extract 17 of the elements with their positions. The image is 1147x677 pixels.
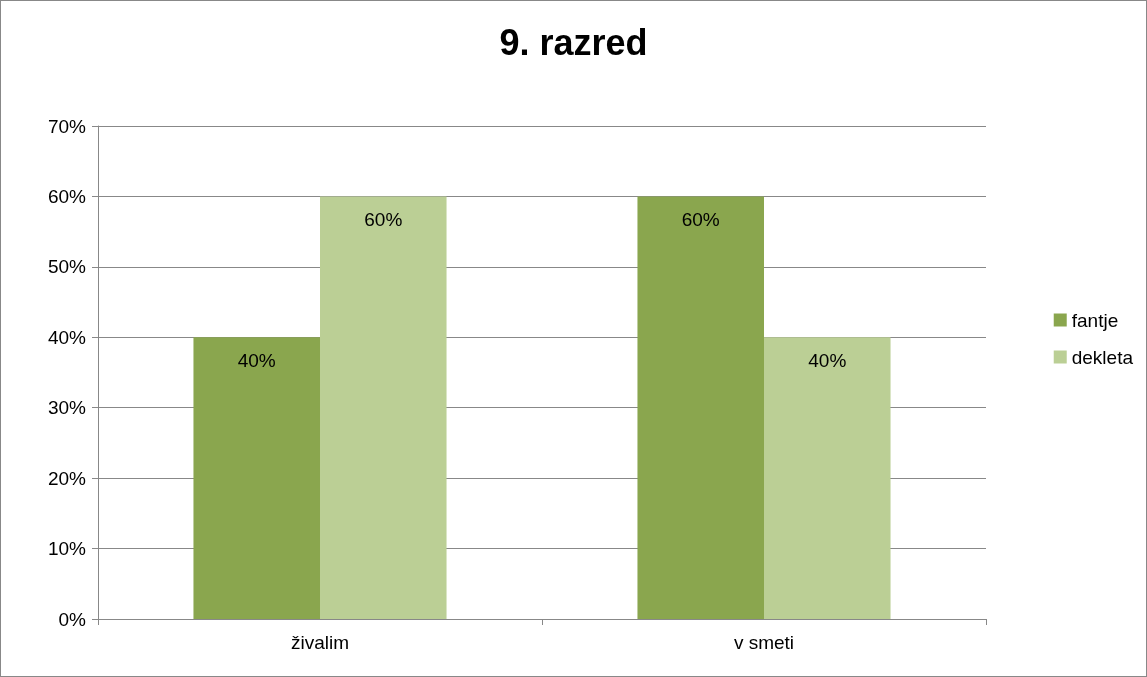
- y-tick-label: 70%: [47, 115, 87, 137]
- legend-label: dekleta: [1071, 346, 1134, 368]
- x-tick-label: živalim: [290, 632, 350, 653]
- y-tick-label: 10%: [47, 538, 87, 560]
- y-tick-label: 50%: [47, 256, 87, 278]
- data-label: 40%: [237, 350, 276, 372]
- x-tick-label: v smeti: [733, 632, 795, 653]
- legend-label: fantje: [1071, 309, 1119, 331]
- y-tick-label: 20%: [47, 467, 87, 489]
- data-label: 40%: [808, 350, 847, 372]
- y-tick-label: 0%: [58, 608, 87, 630]
- data-label: 60%: [681, 209, 720, 231]
- y-tick-label: 60%: [47, 185, 87, 207]
- chart-title: 9. razred: [499, 21, 648, 63]
- y-tick-label: 40%: [47, 326, 87, 348]
- y-tick-label: 30%: [47, 397, 87, 419]
- data-label: 60%: [364, 209, 403, 231]
